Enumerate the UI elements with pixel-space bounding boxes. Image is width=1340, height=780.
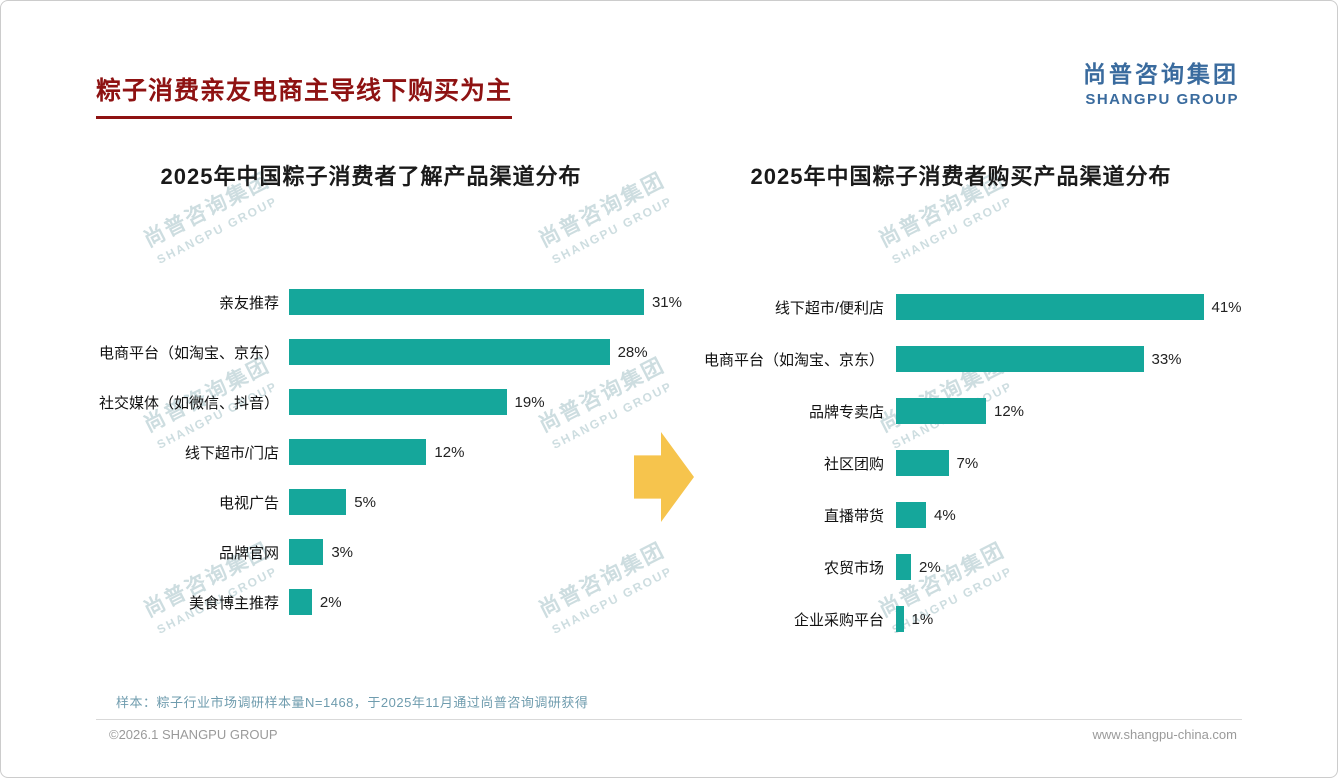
category-label: 社区团购 xyxy=(823,455,884,473)
bar xyxy=(896,554,911,580)
value-label: 41% xyxy=(1211,298,1242,316)
bar xyxy=(289,339,610,365)
category-label: 品牌专卖店 xyxy=(808,403,884,421)
category-label: 农贸市场 xyxy=(823,559,884,577)
value-label: 4% xyxy=(934,506,956,524)
bar xyxy=(896,450,949,476)
bar-track: 1% xyxy=(896,606,1281,632)
value-label: 12% xyxy=(994,402,1025,420)
bar xyxy=(896,346,1144,372)
bar-row: 亲友推荐 31% xyxy=(81,277,701,327)
copyright-text: ©2026.1 SHANGPU GROUP xyxy=(109,727,278,742)
value-label: 31% xyxy=(651,293,682,311)
category-label: 社交媒体（如微信、抖音） xyxy=(98,394,279,412)
bar-row: 品牌官网 3% xyxy=(81,527,701,577)
bar-row: 线下超市/便利店 41% xyxy=(681,281,1281,333)
category-label: 品牌官网 xyxy=(218,544,279,562)
bar-track: 4% xyxy=(896,502,1281,528)
bar-row: 品牌专卖店 12% xyxy=(681,385,1281,437)
category-label: 电视广告 xyxy=(218,494,279,512)
sample-note: 样本：粽子行业市场调研样本量N=1468，于2025年11月通过尚普咨询调研获得 xyxy=(116,695,589,710)
bar xyxy=(289,389,507,415)
category-label: 亲友推荐 xyxy=(218,294,279,312)
bar-track: 19% xyxy=(289,389,701,415)
bar-row: 直播带货 4% xyxy=(681,489,1281,541)
bar xyxy=(896,606,904,632)
bar-track: 12% xyxy=(289,439,701,465)
bar xyxy=(896,502,926,528)
bar-track: 28% xyxy=(289,339,701,365)
bar-row: 社交媒体（如微信、抖音） 19% xyxy=(81,377,701,427)
category-label: 企业采购平台 xyxy=(793,611,884,629)
bar xyxy=(289,439,427,465)
bar-row: 美食博主推荐 2% xyxy=(81,577,701,627)
bar-track: 33% xyxy=(896,346,1281,372)
bar-track: 7% xyxy=(896,450,1281,476)
bar xyxy=(289,489,347,515)
value-label: 3% xyxy=(331,543,354,561)
bar-track: 12% xyxy=(896,398,1281,424)
page-title: 粽子消费亲友电商主导线下购买为主 xyxy=(96,71,513,119)
bar xyxy=(289,289,644,315)
bar-row: 电视广告 5% xyxy=(81,477,701,527)
bar-track: 3% xyxy=(289,539,701,565)
bar-row: 电商平台（如淘宝、京东） 33% xyxy=(681,333,1281,385)
bar xyxy=(289,539,324,565)
value-label: 1% xyxy=(911,610,934,628)
value-label: 28% xyxy=(617,343,648,361)
bar-track: 41% xyxy=(896,294,1281,320)
value-label: 12% xyxy=(434,443,465,461)
category-label: 美食博主推荐 xyxy=(188,594,279,612)
company-logo: 尚普咨询集团 SHANGPU GROUP xyxy=(1083,55,1239,108)
chart-awareness-channels: 2025年中国粽子消费者了解产品渠道分布 亲友推荐 31% 电商平台（如淘宝、京东）… xyxy=(81,159,701,615)
bar-rows: 线下超市/便利店 41% 电商平台（如淘宝、京东） 33% 品牌专卖店 12% 社区团购 7%… xyxy=(681,281,1281,645)
logo-english-name: SHANGPU GROUP xyxy=(1085,91,1239,108)
chart-title: 2025年中国粽子消费者了解产品渠道分布 xyxy=(160,164,582,189)
bar-row: 电商平台（如淘宝、京东） 28% xyxy=(81,327,701,377)
value-label: 33% xyxy=(1151,350,1182,368)
category-label: 电商平台（如淘宝、京东） xyxy=(703,351,884,369)
bar-row: 企业采购平台 1% xyxy=(681,593,1281,645)
bar xyxy=(896,398,986,424)
chart-purchase-channels: 2025年中国粽子消费者购买产品渠道分布 线下超市/便利店 41% 电商平台（如淘宝… xyxy=(681,159,1281,632)
logo-chinese-name: 尚普咨询集团 xyxy=(1083,61,1239,87)
category-label: 电商平台（如淘宝、京东） xyxy=(98,344,279,362)
bar xyxy=(289,589,312,615)
category-label: 线下超市/门店 xyxy=(184,444,279,462)
bar-track: 31% xyxy=(289,289,701,315)
value-label: 19% xyxy=(514,393,545,411)
value-label: 5% xyxy=(354,493,376,511)
bar-track: 2% xyxy=(896,554,1281,580)
value-label: 2% xyxy=(319,593,342,611)
bar-track: 5% xyxy=(289,489,701,515)
chart-title: 2025年中国粽子消费者购买产品渠道分布 xyxy=(750,164,1172,189)
bar-row: 社区团购 7% xyxy=(681,437,1281,489)
bar xyxy=(896,294,1204,320)
website-url: www.shangpu-china.com xyxy=(1092,727,1237,742)
value-label: 2% xyxy=(919,558,941,576)
category-label: 直播带货 xyxy=(823,507,884,525)
value-label: 7% xyxy=(956,454,979,472)
footer-divider xyxy=(96,719,1242,720)
bar-rows: 亲友推荐 31% 电商平台（如淘宝、京东） 28% 社交媒体（如微信、抖音） 19% 线下超… xyxy=(81,277,701,627)
bar-track: 2% xyxy=(289,589,701,615)
bar-row: 农贸市场 2% xyxy=(681,541,1281,593)
bar-row: 线下超市/门店 12% xyxy=(81,427,701,477)
category-label: 线下超市/便利店 xyxy=(774,299,884,317)
